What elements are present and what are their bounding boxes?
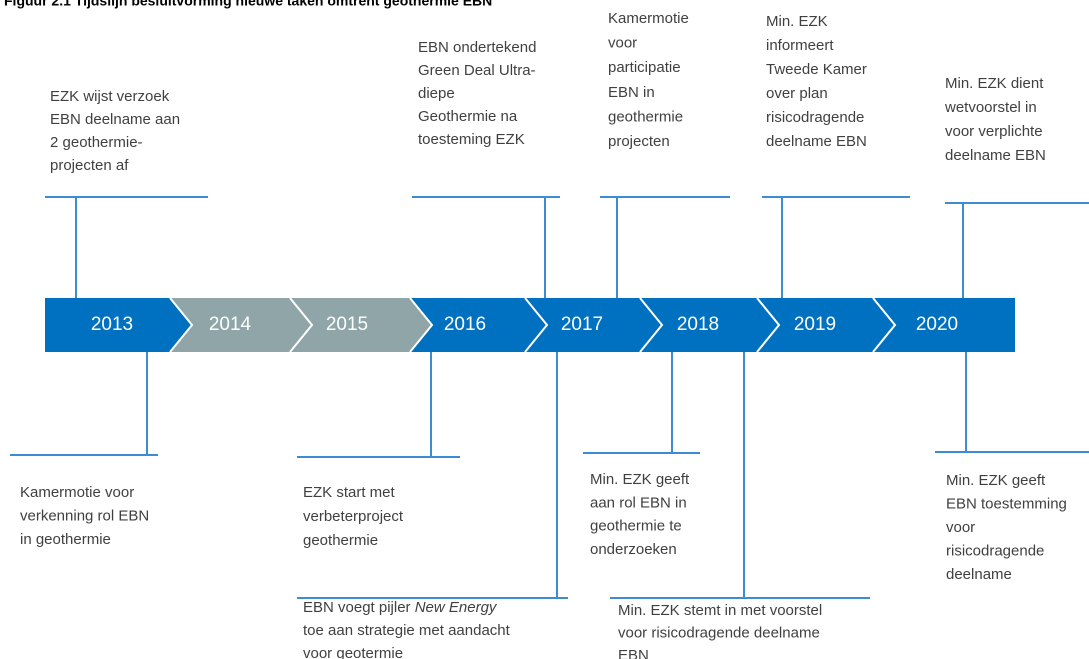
event: Min. EZK stemt in met voorstel voor risic… xyxy=(610,352,870,659)
event-text: projecten af xyxy=(50,157,129,174)
event-text: risicodragende xyxy=(766,109,864,126)
timeline-segment xyxy=(873,298,1015,352)
event-text: geothermie xyxy=(608,108,683,125)
event: Kamermotie voor verkenning rol EBN in geot… xyxy=(10,352,158,548)
timeline-segment xyxy=(290,298,432,352)
year-label: 2019 xyxy=(794,314,836,335)
year-label: 2014 xyxy=(209,314,252,335)
segment-separator xyxy=(872,297,897,353)
event-text: Min. EZK dient xyxy=(945,75,1044,92)
year-label: 2013 xyxy=(91,314,133,335)
event: EBN ondertekend Green Deal Ultra-diepe Geo… xyxy=(412,39,560,298)
event-text: over plan xyxy=(766,85,828,102)
event-text: EZK start met xyxy=(303,484,396,501)
event-text: onderzoeken xyxy=(590,541,677,558)
timeline-segment xyxy=(410,298,547,352)
event-text: deelname EBN xyxy=(766,133,867,150)
event-text: risicodragende xyxy=(946,542,1044,559)
event: EBN voegt pijler New Energy toe aan strat… xyxy=(297,352,568,659)
event-text: voor verplichte xyxy=(945,123,1043,140)
event-text: deelname EBN xyxy=(945,147,1046,164)
event-text: EBN in xyxy=(608,84,655,101)
event: Min. EZK geeft EBN toestemming voor risicod… xyxy=(935,352,1089,583)
event: Min. EZK informeert Tweede Kamer over plan r… xyxy=(762,13,910,298)
year-label: 2015 xyxy=(326,314,368,335)
event-text: Kamermotie voor xyxy=(20,484,134,501)
event-text: EZK wijst verzoek xyxy=(50,88,170,105)
event-text: voor risicodragende deelname xyxy=(618,624,820,641)
event-text: verbeterproject xyxy=(303,508,404,525)
event-text: EBN voegt pijler New Energy xyxy=(303,599,498,616)
event: Min. EZK geeft aan rol EBN in geothermie t… xyxy=(583,352,700,558)
event-text: verkenning rol EBN xyxy=(20,507,149,524)
event: Min. EZK dient wetvoorstel in voor verplic… xyxy=(944,75,1089,298)
event-text: EBN ondertekend xyxy=(418,39,536,56)
year-label: 2016 xyxy=(444,314,486,335)
event-text: Min. EZK geeft xyxy=(590,471,690,488)
segment-separator xyxy=(639,297,664,353)
event-text: wetvoorstel in xyxy=(944,99,1037,116)
event-text: Green Deal Ultra- xyxy=(418,62,536,79)
event-text: aan rol EBN in xyxy=(590,494,687,511)
year-label: 2017 xyxy=(561,314,603,335)
event-text: toesteming EZK xyxy=(418,131,525,148)
event-text: participatie xyxy=(608,59,681,76)
event-text: voor geotermie xyxy=(303,645,403,659)
segment-separator xyxy=(409,297,434,353)
timeline-segment xyxy=(45,298,192,352)
event-text: diepe xyxy=(418,85,455,102)
event-text: EBN deelname aan xyxy=(50,111,180,128)
event-text: Tweede Kamer xyxy=(766,61,867,78)
segment-separator xyxy=(524,297,549,353)
event-text: in geothermie xyxy=(20,531,111,548)
event-text: geothermie xyxy=(303,532,378,549)
event-text: projecten xyxy=(608,133,670,150)
event-text: Min. EZK xyxy=(766,13,828,30)
figure-title: Figuur 2.1 Tijdslijn besluitvorming nieu… xyxy=(4,0,492,9)
event-text: EBN xyxy=(618,647,649,659)
event-text: toe aan strategie met aandacht xyxy=(303,622,511,639)
timeline-segment xyxy=(525,298,662,352)
segment-separator xyxy=(756,297,781,353)
event-text: Geothermie na xyxy=(418,108,518,125)
event-text: deelname xyxy=(946,566,1012,583)
event-text: voor xyxy=(608,35,637,52)
event: EZK start met verbeterproject geothermie xyxy=(297,352,460,549)
event-text: Min. EZK stemt in met voorstel xyxy=(618,602,822,619)
event-text-run: New Energy xyxy=(415,599,498,616)
year-label: 2020 xyxy=(916,314,958,335)
event-text: EBN toestemming xyxy=(946,495,1067,512)
timeline-segment xyxy=(757,298,895,352)
segment-separator xyxy=(289,297,314,353)
event: Kamermotie voor participatie EBN in geotherm… xyxy=(600,10,730,298)
event-text: Kamermotie xyxy=(608,10,689,27)
event-text: informeert xyxy=(766,37,834,54)
event-text: voor xyxy=(946,519,975,536)
event-text: geothermie te xyxy=(590,518,682,535)
year-label: 2018 xyxy=(677,314,719,335)
segment-separator xyxy=(169,297,194,353)
timeline-segment xyxy=(170,298,312,352)
event: EZK wijst verzoek EBN deelname aan 2 geoth… xyxy=(45,88,208,298)
event-text-run: EBN voegt pijler xyxy=(303,599,415,616)
event-text: 2 geothermie- xyxy=(50,134,143,151)
event-text: Min. EZK geeft xyxy=(946,472,1046,489)
timeline-segment xyxy=(640,298,779,352)
